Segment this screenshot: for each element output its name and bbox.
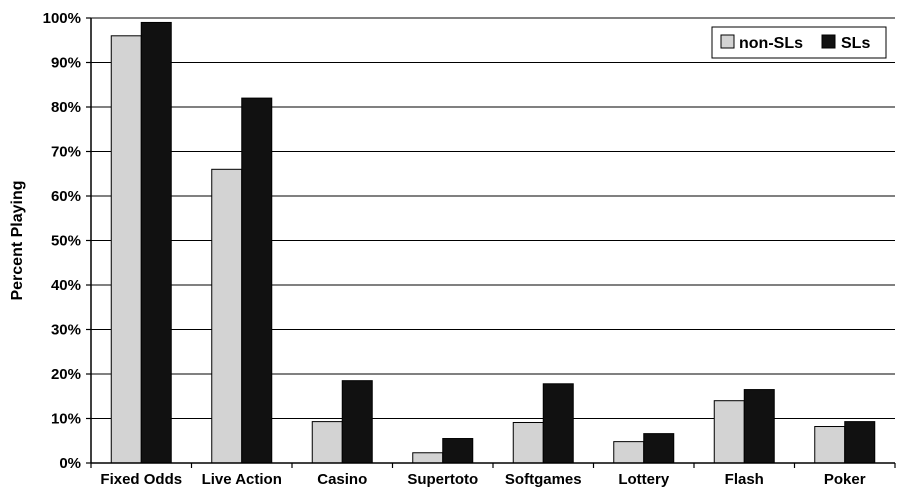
legend-swatch-sls <box>821 34 836 49</box>
bar-non-sls-live-action <box>211 168 243 464</box>
bar-non-sls-softgames <box>512 422 544 464</box>
y-tick-label: 0% <box>59 455 81 472</box>
legend: non-SLs SLs <box>711 26 887 59</box>
y-tick-label: 30% <box>51 322 81 339</box>
legend-label-sls: SLs <box>841 35 870 52</box>
legend-label-non-sls: non-SLs <box>739 35 803 52</box>
x-tick-label: Softgames <box>505 471 582 488</box>
y-tick-label: 50% <box>51 233 81 250</box>
bar-sls-lottery <box>643 433 675 464</box>
x-tick-label: Poker <box>824 471 866 488</box>
y-tick-label: 80% <box>51 99 81 116</box>
y-tick-label: 20% <box>51 366 81 383</box>
x-tick-labels: Fixed Odds Live Action Casino Supertoto Soft… <box>100 471 865 488</box>
x-tick-label: Lottery <box>618 471 669 488</box>
y-axis-title: Percent Playing <box>9 180 26 300</box>
bar-non-sls-poker <box>814 426 846 464</box>
bar-sls-fixed-odds <box>140 21 172 464</box>
bar-sls-supertoto <box>442 438 474 464</box>
bar-sls-live-action <box>241 97 273 464</box>
y-tick-label: 90% <box>51 55 81 72</box>
bar-non-sls-flash <box>713 400 745 464</box>
bar-non-sls-fixed-odds <box>110 35 142 464</box>
bar-non-sls-lottery <box>613 441 645 464</box>
bar-non-sls-casino <box>311 421 343 464</box>
bars <box>110 21 876 464</box>
bar-sls-casino <box>341 380 373 464</box>
x-tick-label: Fixed Odds <box>100 471 182 488</box>
axes <box>90 18 895 464</box>
bar-sls-softgames <box>542 383 574 464</box>
x-tick-label: Flash <box>725 471 764 488</box>
y-tick-label: 40% <box>51 277 81 294</box>
y-tick-label: 10% <box>51 411 81 428</box>
x-tick-label: Live Action <box>202 471 282 488</box>
y-tick-label: 70% <box>51 144 81 161</box>
legend-swatch-non-sls <box>720 34 735 49</box>
y-tick-labels: 0% 10% 20% 30% 40% 50% 60% 70% 80% 90% 100% <box>43 10 81 472</box>
y-tick-label: 100% <box>43 10 81 27</box>
x-tick-label: Casino <box>317 471 367 488</box>
bar-sls-poker <box>844 421 876 464</box>
bar-non-sls-supertoto <box>412 452 444 464</box>
y-tick-label: 60% <box>51 188 81 205</box>
bar-sls-flash <box>743 389 775 464</box>
x-tick-label: Supertoto <box>407 471 478 488</box>
legend-box <box>711 26 887 59</box>
